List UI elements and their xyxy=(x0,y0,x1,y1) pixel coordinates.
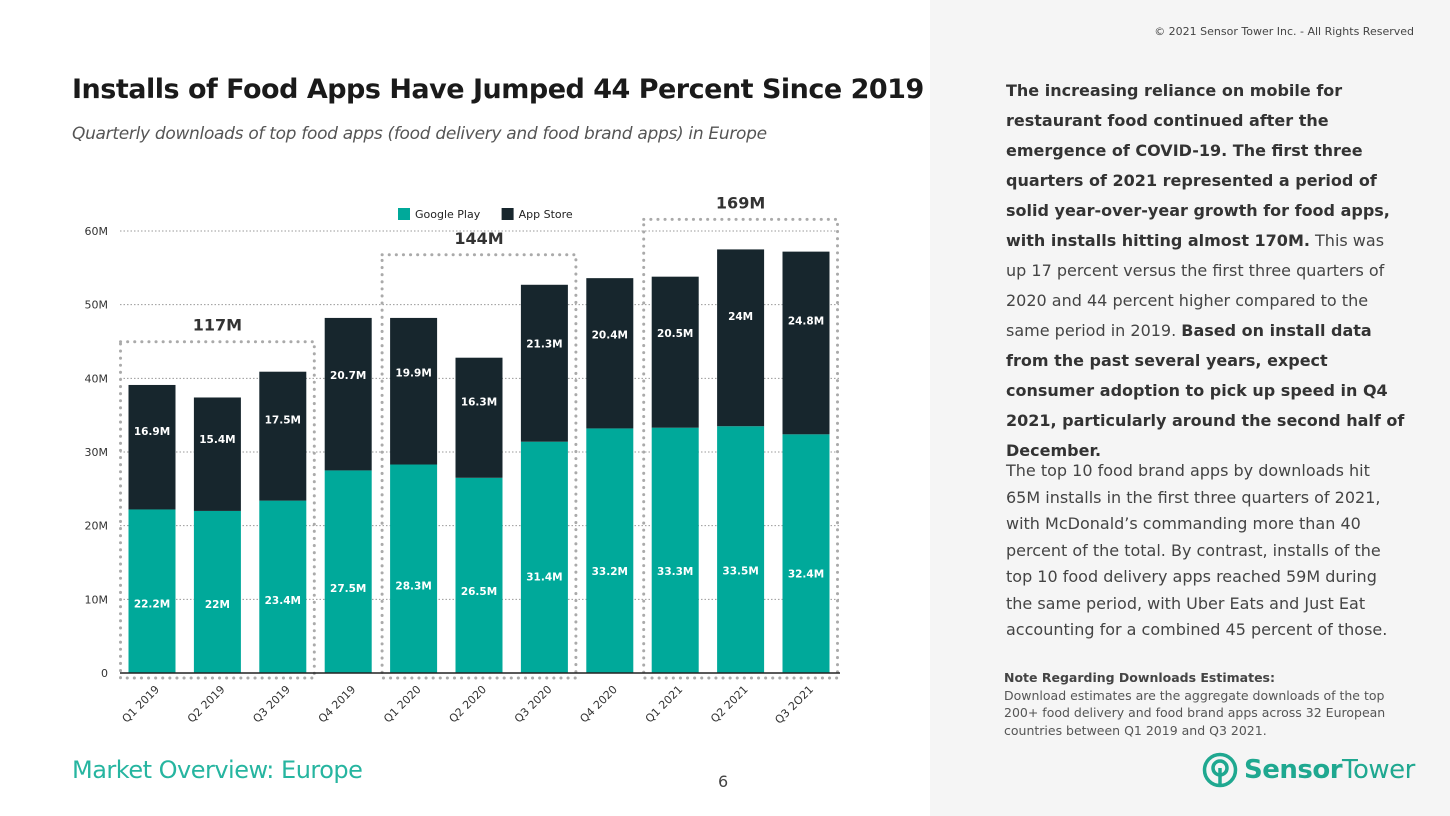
y-tick-label: 50M xyxy=(85,299,109,312)
data-label: 20.7M xyxy=(330,370,366,382)
y-tick-label: 0 xyxy=(101,667,108,680)
data-label: 21.3M xyxy=(526,339,562,351)
group-box xyxy=(119,340,316,680)
bar-google-play xyxy=(390,464,438,673)
data-label: 33.5M xyxy=(722,565,758,577)
bar-app-store xyxy=(324,317,372,471)
para1-seg-1: This was up 17 percent versus the first … xyxy=(1006,231,1385,340)
bar-app-store xyxy=(782,251,830,435)
data-label: 33.3M xyxy=(657,566,693,578)
data-label: 20.5M xyxy=(657,328,693,340)
x-tick-label: Q2 2019 xyxy=(185,683,228,726)
data-label: 16.3M xyxy=(461,397,497,409)
data-label: 23.4M xyxy=(265,595,301,607)
bar-google-play xyxy=(259,500,307,673)
group-total-label: 169M xyxy=(716,193,765,212)
note-body: Download estimates are the aggregate dow… xyxy=(1004,687,1386,738)
data-label: 26.5M xyxy=(461,586,497,598)
x-tick-label: Q2 2021 xyxy=(708,683,751,726)
bar-app-store xyxy=(586,278,634,429)
para1-seg-0: The increasing reliance on mobile for re… xyxy=(1006,81,1390,250)
copyright: © 2021 Sensor Tower Inc. - All Rights Re… xyxy=(1154,25,1414,38)
x-tick-label: Q1 2020 xyxy=(381,683,424,726)
data-label: 24M xyxy=(728,311,753,323)
legend-swatch-app-store xyxy=(501,208,514,220)
bar-app-store xyxy=(193,397,241,511)
bar-google-play xyxy=(324,470,372,673)
para1-seg-2: Based on install data from the past seve… xyxy=(1006,321,1405,460)
bar-app-store xyxy=(717,249,765,427)
data-label: 27.5M xyxy=(330,583,366,595)
legend-label: Google Play xyxy=(415,208,481,221)
bar-app-store xyxy=(651,276,699,428)
bar-app-store xyxy=(390,317,438,465)
bar-google-play xyxy=(651,427,699,673)
downloads-note: Note Regarding Downloads Estimates: Down… xyxy=(1004,669,1414,739)
bar-app-store xyxy=(520,284,568,442)
data-label: 20.4M xyxy=(592,329,628,341)
bar-google-play xyxy=(455,477,503,673)
bar-app-store xyxy=(259,371,307,501)
page-number: 6 xyxy=(718,772,729,791)
y-tick-label: 10M xyxy=(85,593,109,606)
bar-google-play xyxy=(128,509,176,673)
data-label: 22.2M xyxy=(134,599,170,611)
bar-google-play xyxy=(586,428,634,673)
x-tick-label: Q1 2021 xyxy=(643,683,686,726)
bar-app-store xyxy=(455,357,503,478)
bar-google-play xyxy=(520,441,568,673)
commentary-paragraph-2: The top 10 food brand apps by downloads … xyxy=(1006,461,1388,639)
y-tick-label: 40M xyxy=(85,372,109,385)
data-label: 33.2M xyxy=(592,566,628,578)
x-tick-label: Q3 2019 xyxy=(250,683,293,726)
legend-label: App Store xyxy=(519,208,573,221)
x-tick-label: Q3 2O21 xyxy=(772,683,816,727)
stacked-bar-chart: 0 10M 20M 30M 40M 50M 60M 117M 144M 169M 22.2M 16.9… xyxy=(85,193,840,727)
section-label: Market Overview: Europe xyxy=(72,756,363,784)
bar-google-play xyxy=(782,434,830,673)
data-label: 19.9M xyxy=(395,368,431,380)
bar-google-play xyxy=(193,510,241,673)
data-label: 24.8M xyxy=(788,316,824,328)
data-label: 32.4M xyxy=(788,569,824,581)
y-tick-label: 30M xyxy=(85,446,109,459)
sensor-tower-logo: SensorTower xyxy=(1202,752,1415,788)
sensor-tower-logo-icon xyxy=(1202,752,1238,788)
commentary-panel: © 2021 Sensor Tower Inc. - All Rights Re… xyxy=(930,0,1450,816)
group-box xyxy=(380,253,578,680)
note-heading: Note Regarding Downloads Estimates: xyxy=(1004,670,1275,685)
x-tick-label: Q3 2020 xyxy=(512,683,555,726)
data-label: 31.4M xyxy=(526,571,562,583)
x-tick-label: Q4 2019 xyxy=(316,683,359,726)
legend-swatch-google-play xyxy=(398,208,410,220)
x-tick-label: Q4 2020 xyxy=(577,683,620,726)
slide-main: Installs of Food Apps Have Jumped 44 Per… xyxy=(72,74,925,791)
x-tick-label: Q2 2020 xyxy=(447,683,490,726)
data-label: 15.4M xyxy=(199,434,235,446)
data-label: 16.9M xyxy=(134,426,170,438)
y-tick-label: 20M xyxy=(85,520,109,533)
data-label: 22M xyxy=(205,599,230,611)
group-total-label: 144M xyxy=(454,229,503,248)
data-label: 28.3M xyxy=(395,581,431,593)
bar-app-store xyxy=(128,384,176,510)
y-tick-label: 60M xyxy=(85,225,109,238)
logo-text: SensorTower xyxy=(1244,755,1415,785)
data-label: 17.5M xyxy=(265,414,301,426)
page-subtitle: Quarterly downloads of top food apps (fo… xyxy=(72,124,767,144)
page-title: Installs of Food Apps Have Jumped 44 Per… xyxy=(72,74,924,105)
group-total-label: 117M xyxy=(193,316,242,335)
x-tick-label: Q1 2019 xyxy=(120,683,163,726)
commentary-paragraph-1: The increasing reliance on mobile for re… xyxy=(1006,76,1406,466)
bar-google-play xyxy=(717,426,765,673)
